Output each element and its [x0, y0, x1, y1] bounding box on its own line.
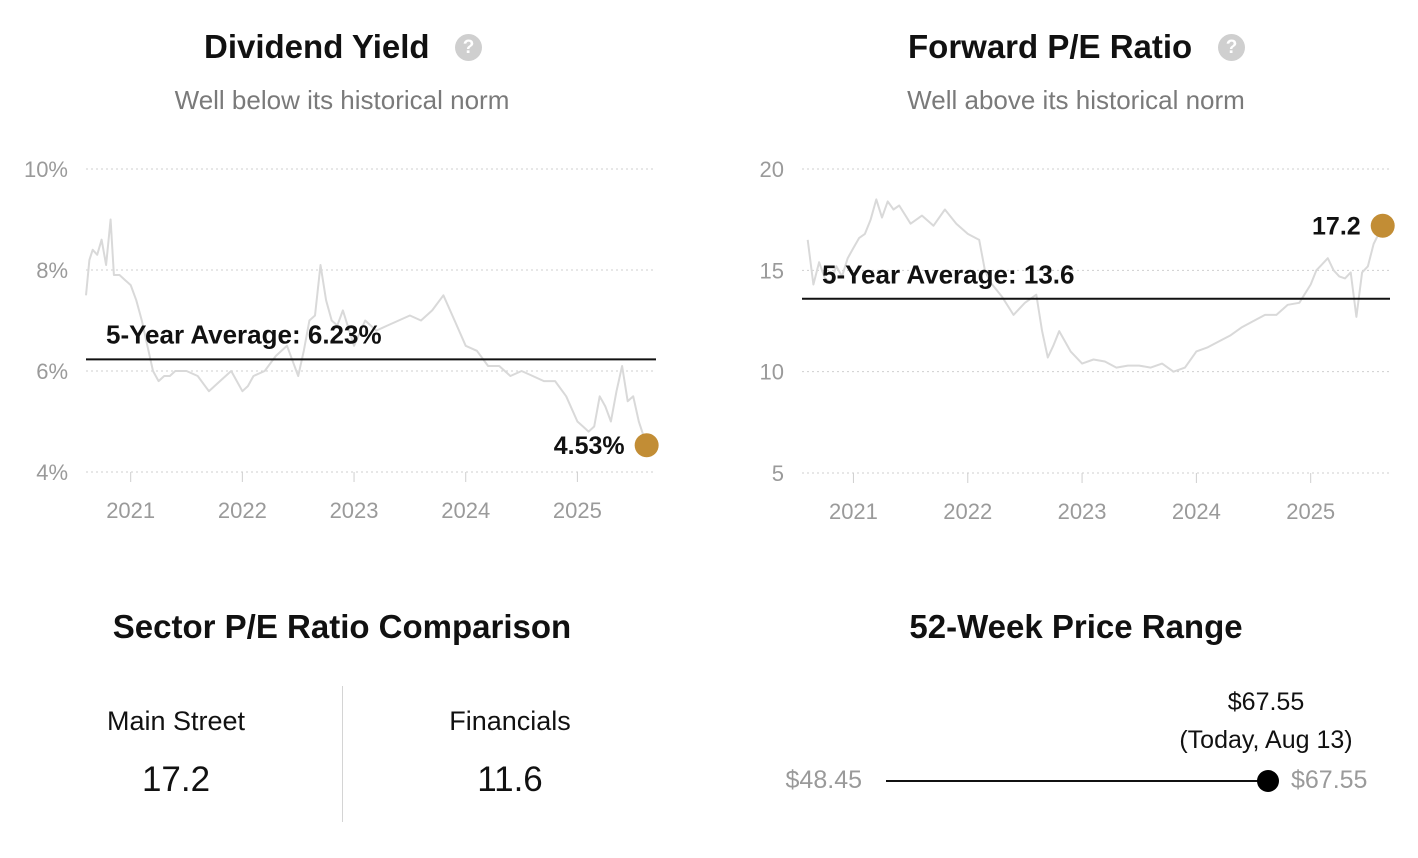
pe-y-tick-label: 5 — [772, 461, 784, 486]
price-range-title: 52-Week Price Range — [909, 608, 1243, 645]
range-current-marker[interactable] — [1257, 770, 1279, 792]
pe-x-tick-label: 2023 — [1058, 499, 1107, 524]
pe-x-tick-label: 2021 — [829, 499, 878, 524]
dividend-x-tick-label: 2024 — [441, 498, 490, 523]
pe-history-line — [806, 198, 1384, 373]
dividend-yield-title: Dividend Yield — [204, 28, 430, 65]
dividend-yield-subtitle: Well below its historical norm — [174, 85, 510, 115]
dividend-y-tick-label: 6% — [36, 359, 68, 384]
sector-value-financials: 11.6 — [477, 760, 543, 799]
dividend-average-label: 5-Year Average: 6.23% — [106, 319, 382, 349]
dividend-history-line — [85, 218, 648, 446]
pe-current-label: 17.2 — [1312, 213, 1361, 241]
range-high-label: $67.55 — [1291, 766, 1368, 794]
sector-pe-title: Sector P/E Ratio Comparison — [112, 608, 572, 645]
forward-pe-chart: 5 10 15 20 2021 2022 2023 2024 2025 5-Year Averag… — [760, 157, 1395, 524]
pe-x-tick-label: 2025 — [1286, 499, 1335, 524]
forward-pe-subtitle: Well above its historical norm — [907, 85, 1245, 115]
pe-current-point[interactable] — [1370, 213, 1395, 238]
dividend-x-tick-label: 2022 — [218, 498, 267, 523]
dividend-x-tick-label: 2023 — [330, 498, 379, 523]
pe-average-label: 5-Year Average: 13.6 — [822, 260, 1074, 290]
dividend-y-tick-label: 4% — [36, 460, 68, 485]
sector-name-financials: Financials — [449, 706, 571, 736]
dividend-current-label: 4.53% — [554, 432, 625, 460]
dividend-yield-chart: 4% 6% 8% 10% 2021 2022 2023 2024 2025 5-Year Aver… — [24, 157, 659, 523]
current-price-date: (Today, Aug 13) — [1179, 726, 1353, 754]
pe-y-tick-label: 20 — [760, 157, 784, 182]
question-circle-icon[interactable]: ? — [455, 34, 482, 61]
sector-divider — [342, 686, 343, 822]
sector-value-main-street: 17.2 — [141, 760, 211, 799]
dividend-x-tick-label: 2025 — [553, 498, 602, 523]
pe-y-tick-label: 10 — [760, 360, 784, 385]
dividend-y-tick-label: 10% — [24, 157, 68, 182]
current-price-label: $67.55 — [1227, 688, 1305, 716]
question-circle-icon[interactable]: ? — [1218, 34, 1245, 61]
forward-pe-title: Forward P/E Ratio — [908, 28, 1193, 65]
dividend-current-point[interactable] — [634, 433, 659, 458]
sector-name-main-street: Main Street — [106, 706, 246, 736]
dividend-x-tick-label: 2021 — [106, 498, 155, 523]
price-range-bar — [886, 770, 1279, 792]
dividend-y-tick-label: 8% — [36, 258, 68, 283]
pe-x-tick-label: 2022 — [943, 499, 992, 524]
pe-y-tick-label: 15 — [760, 258, 784, 283]
range-low-label: $48.45 — [785, 766, 862, 794]
pe-x-tick-label: 2024 — [1172, 499, 1221, 524]
